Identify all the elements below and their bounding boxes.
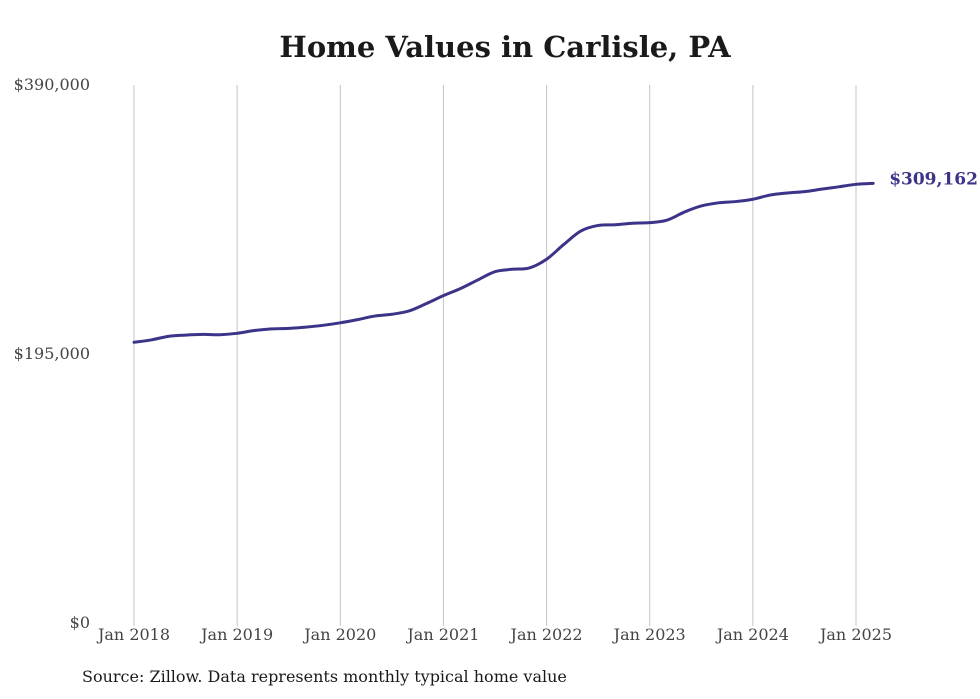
tick-labels: Jan 2018 Jan 2019 Jan 2020 Jan 2021 Jan 2022… (14, 75, 892, 644)
source-note: Source: Zillow. Data represents monthly … (82, 667, 567, 686)
x-tick-label: Jan 2023 (612, 625, 686, 644)
x-tick-label: Jan 2019 (199, 625, 273, 644)
data-labels: $309,162 (889, 169, 978, 189)
y-tick-label: $0 (70, 613, 90, 632)
x-tick-label: Jan 2018 (96, 625, 170, 644)
x-tick-label: Jan 2020 (302, 625, 376, 644)
gridlines (133, 85, 857, 626)
x-tick-label: Jan 2022 (509, 625, 583, 644)
x-tick-label: Jan 2024 (715, 625, 789, 644)
y-tick-label: $390,000 (14, 75, 90, 94)
x-tick-label: Jan 2021 (405, 625, 479, 644)
series-line (132, 181, 875, 344)
series-layer (132, 181, 875, 344)
chart-title: Home Values in Carlisle, PA (279, 30, 731, 64)
x-tick-label: Jan 2025 (818, 625, 892, 644)
end-value-label: $309,162 (889, 169, 978, 189)
y-tick-label: $195,000 (14, 344, 90, 363)
